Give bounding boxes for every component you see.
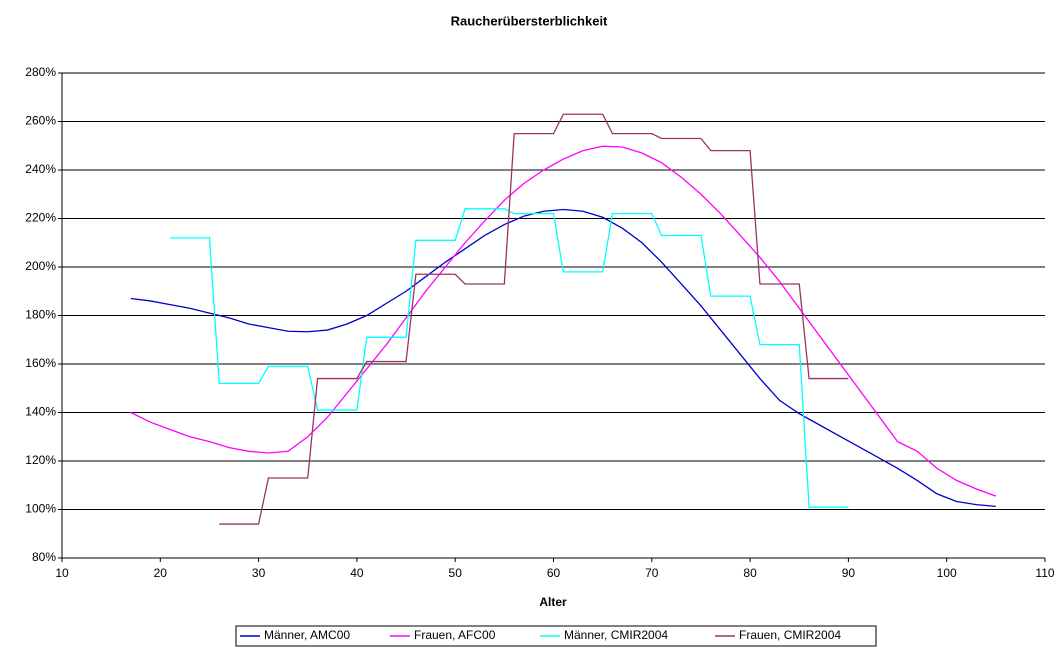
y-tick-label: 160%: [25, 356, 56, 370]
series-line: [130, 145, 997, 497]
legend-box: [235, 625, 877, 647]
x-tick-label: 70: [645, 566, 659, 580]
series-line: [130, 208, 996, 507]
y-tick-label: 140%: [25, 405, 56, 419]
y-tick-label: 260%: [25, 114, 56, 128]
y-tick-label: 240%: [25, 162, 56, 176]
chart-title: Raucherübersterblichkeit: [451, 13, 608, 28]
legend-label: Frauen, CMIR2004: [739, 628, 841, 642]
legend-label: Frauen, AFC00: [414, 628, 496, 642]
y-tick-label: 100%: [25, 502, 56, 516]
y-tick-label: 220%: [25, 211, 56, 225]
y-tick-label: 120%: [25, 453, 56, 467]
y-tick-label: 180%: [25, 308, 56, 322]
x-tick-label: 20: [154, 566, 168, 580]
x-tick-label: 60: [547, 566, 561, 580]
x-tick-label: 40: [350, 566, 364, 580]
x-axis-title: Alter: [539, 595, 567, 609]
y-tick-label: 80%: [32, 550, 56, 564]
x-tick-label: 50: [449, 566, 463, 580]
x-tick-label: 90: [842, 566, 856, 580]
x-tick-label: 100: [937, 566, 957, 580]
y-tick-label: 280%: [25, 65, 56, 79]
y-tick-label: 200%: [25, 259, 56, 273]
x-tick-label: 10: [55, 566, 69, 580]
series-line: [170, 208, 849, 508]
x-tick-label: 110: [1035, 566, 1054, 580]
legend-label: Männer, AMC00: [264, 628, 350, 642]
legend-label: Männer, CMIR2004: [564, 628, 668, 642]
x-tick-label: 80: [743, 566, 757, 580]
x-tick-label: 30: [252, 566, 266, 580]
series-line: [219, 113, 849, 525]
